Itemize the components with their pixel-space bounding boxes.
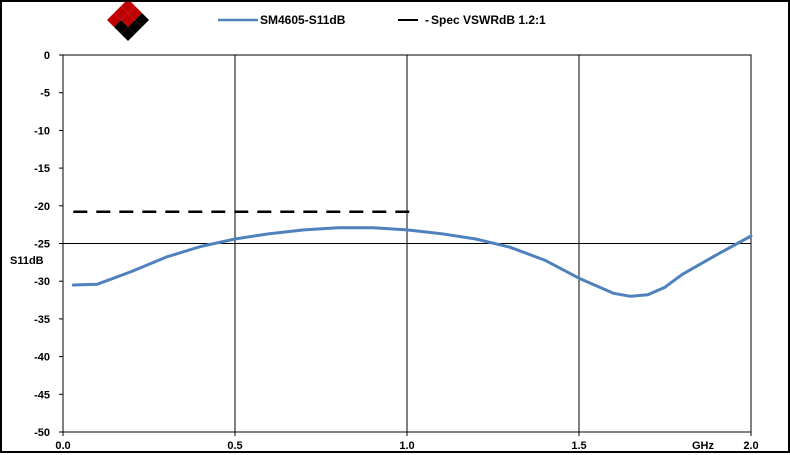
x-tick-label-3: 1.5 <box>571 440 586 452</box>
legend-label-spec: Spec VSWRdB 1.2:1 <box>431 13 546 27</box>
y-tick-label-8: -40 <box>34 352 50 364</box>
legend-dash-glyph: - <box>425 13 429 27</box>
y-tick-label-6: -30 <box>34 276 50 288</box>
y-tick-label-5: -25 <box>34 239 50 251</box>
x-tick-label-2: 1.0 <box>399 440 414 452</box>
y-axis-label: S11dB <box>10 255 44 267</box>
legend: SM4605-S11dB - Spec VSWRdB 1.2:1 <box>218 13 546 27</box>
plot-area <box>59 54 753 436</box>
y-tick-label-9: -45 <box>34 389 50 401</box>
y-tick-label-2: -10 <box>34 125 50 137</box>
y-tick-label-4: -20 <box>34 201 50 213</box>
logo-diamond-0 <box>121 2 135 13</box>
x-tick-label-0: 0.0 <box>55 440 70 452</box>
x-axis-label: GHz <box>692 440 715 452</box>
y-tick-label-3: -15 <box>34 163 50 175</box>
y-axis-tick-labels: 0 -5 -10 -15 -20 -25 -30 -35 -40 -45 -50 <box>34 50 50 439</box>
logo-icon <box>107 2 149 41</box>
logo-diamond-8 <box>121 27 135 41</box>
x-tick-label-1: 0.5 <box>227 440 242 452</box>
y-tick-label-10: -50 <box>34 427 50 439</box>
x-axis-tick-labels: 0.0 0.5 1.0 1.5 2.0 <box>55 440 758 452</box>
x-tick-label-4: 2.0 <box>743 440 758 452</box>
series-line-0 <box>71 226 753 298</box>
y-tick-label-1: -5 <box>40 88 50 100</box>
y-tick-label-0: 0 <box>44 50 50 62</box>
y-tick-label-7: -35 <box>34 314 50 326</box>
legend-label-sm4605: SM4605-S11dB <box>260 13 346 27</box>
